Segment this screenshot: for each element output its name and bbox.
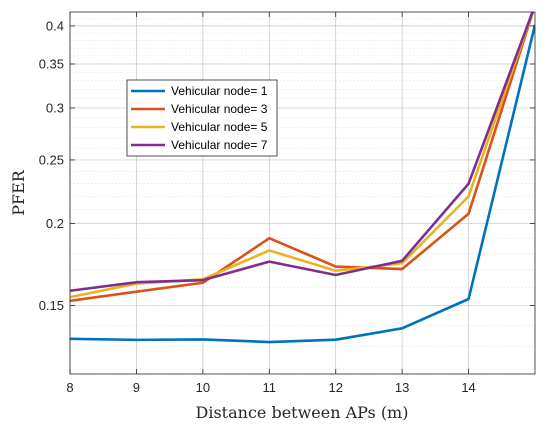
y-tick-label: 0.15 (39, 298, 64, 313)
x-tick-label: 12 (328, 380, 342, 395)
x-tick-label: 9 (133, 380, 140, 395)
legend-label: Vehicular node= 5 (171, 120, 268, 134)
y-tick-label: 0.2 (46, 216, 64, 231)
y-tick-label: 0.4 (46, 18, 64, 33)
legend-label: Vehicular node= 7 (171, 138, 268, 152)
y-tick-label: 0.25 (39, 152, 64, 167)
x-tick-label: 8 (66, 380, 73, 395)
series-lines (70, 12, 535, 344)
x-tick-label: 14 (461, 380, 475, 395)
y-tick-label: 0.35 (39, 56, 64, 71)
legend-label: Vehicular node= 1 (171, 84, 268, 98)
plot-background (70, 12, 535, 374)
x-tick-label: 13 (395, 380, 409, 395)
axis-ticks: 8 9 10 11 12 13 14 0.15 0.2 0.25 0.3 0.35 0.4 (39, 12, 535, 395)
series-line-2 (70, 12, 535, 303)
series-line-1 (70, 24, 535, 344)
x-tick-label: 10 (196, 380, 210, 395)
x-tick-label: 11 (263, 380, 277, 395)
y-tick-label: 0.3 (46, 100, 64, 115)
legend-label: Vehicular node= 3 (171, 102, 268, 116)
y-axis-title: PFER (9, 169, 28, 216)
x-axis-title: Distance between APs (m) (196, 403, 409, 422)
plot-frame (69, 11, 536, 375)
legend: Vehicular node= 1 Vehicular node= 3 Vehicu… (126, 79, 278, 157)
legend-box (126, 79, 278, 157)
series-line-4 (70, 12, 534, 293)
